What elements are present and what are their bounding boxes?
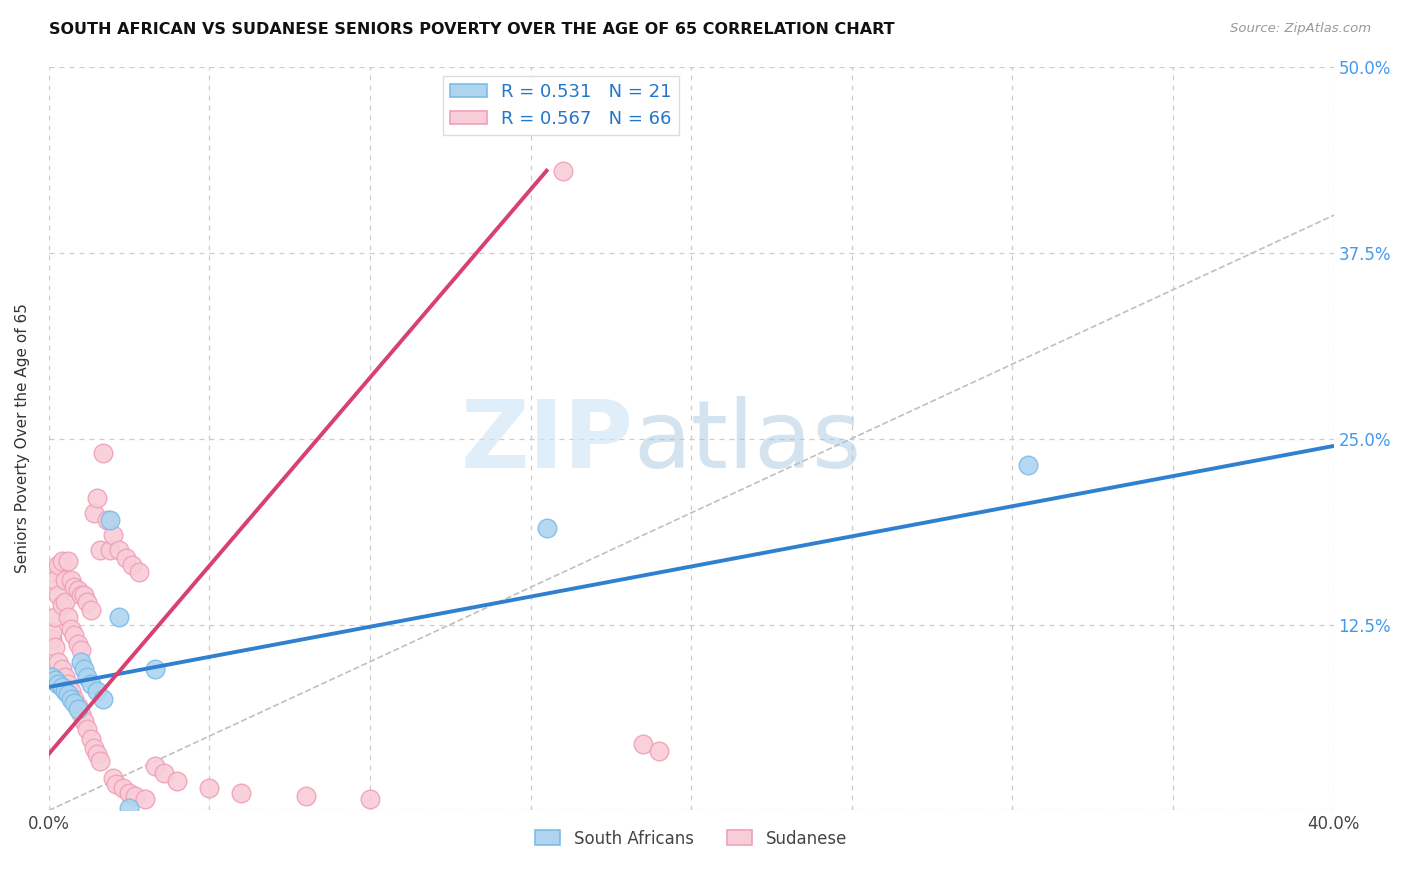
Point: [166, 773, 188, 788]
Point: [53, 684, 76, 698]
Text: atlas: atlas: [633, 396, 862, 488]
Point: [86, 491, 108, 505]
Point: [41, 670, 63, 684]
Point: [96, 513, 118, 527]
Point: [66, 637, 89, 651]
Point: [76, 670, 98, 684]
Point: [143, 759, 166, 773]
Point: [294, 789, 316, 803]
Point: [56, 688, 79, 702]
Point: [114, 550, 136, 565]
Point: [83, 741, 105, 756]
Point: [51, 680, 73, 694]
Point: [89, 543, 111, 558]
Point: [111, 781, 134, 796]
Point: [536, 521, 558, 535]
Point: [128, 566, 150, 580]
Point: [44, 573, 66, 587]
Legend: South Africans, Sudanese: South Africans, Sudanese: [529, 823, 853, 855]
Point: [153, 766, 176, 780]
Point: [66, 699, 89, 714]
Point: [86, 684, 108, 698]
Point: [93, 446, 115, 460]
Point: [48, 558, 70, 572]
Point: [66, 583, 89, 598]
Point: [231, 786, 253, 800]
Point: [48, 588, 70, 602]
Point: [98, 513, 121, 527]
Point: [134, 791, 156, 805]
Point: [44, 610, 66, 624]
Point: [551, 163, 574, 178]
Point: [143, 662, 166, 676]
Point: [60, 684, 83, 698]
Point: [79, 602, 101, 616]
Point: [56, 553, 79, 567]
Point: [124, 789, 146, 803]
Point: [101, 771, 124, 785]
Point: [63, 580, 86, 594]
Point: [70, 588, 93, 602]
Point: [53, 573, 76, 587]
Point: [648, 744, 671, 758]
Text: Source: ZipAtlas.com: Source: ZipAtlas.com: [1230, 22, 1371, 36]
Y-axis label: Seniors Poverty Over the Age of 65: Seniors Poverty Over the Age of 65: [15, 303, 30, 574]
Point: [70, 706, 93, 721]
Point: [63, 628, 86, 642]
Point: [89, 755, 111, 769]
Point: [53, 670, 76, 684]
Point: [70, 642, 93, 657]
Point: [83, 506, 105, 520]
Point: [60, 692, 83, 706]
Point: [63, 692, 86, 706]
Point: [56, 677, 79, 691]
Point: [76, 595, 98, 609]
Point: [631, 737, 654, 751]
Point: [44, 640, 66, 654]
Point: [66, 702, 89, 716]
Point: [98, 543, 121, 558]
Point: [108, 543, 131, 558]
Point: [118, 786, 141, 800]
Point: [51, 662, 73, 676]
Point: [48, 677, 70, 691]
Point: [76, 722, 98, 736]
Point: [73, 662, 96, 676]
Point: [56, 610, 79, 624]
Point: [93, 692, 115, 706]
Point: [51, 553, 73, 567]
Point: [41, 624, 63, 639]
Point: [1017, 458, 1039, 473]
Point: [51, 598, 73, 612]
Point: [41, 632, 63, 647]
Point: [73, 588, 96, 602]
Point: [198, 781, 221, 796]
Point: [60, 573, 83, 587]
Point: [73, 714, 96, 729]
Point: [53, 595, 76, 609]
Text: ZIP: ZIP: [460, 396, 633, 488]
Point: [105, 777, 128, 791]
Point: [79, 677, 101, 691]
Point: [41, 566, 63, 580]
Point: [44, 673, 66, 687]
Point: [48, 655, 70, 669]
Point: [121, 558, 143, 572]
Point: [60, 622, 83, 636]
Point: [101, 528, 124, 542]
Point: [86, 747, 108, 761]
Point: [118, 800, 141, 814]
Point: [359, 791, 381, 805]
Point: [63, 697, 86, 711]
Text: SOUTH AFRICAN VS SUDANESE SENIORS POVERTY OVER THE AGE OF 65 CORRELATION CHART: SOUTH AFRICAN VS SUDANESE SENIORS POVERT…: [49, 22, 894, 37]
Point: [70, 655, 93, 669]
Point: [108, 610, 131, 624]
Point: [79, 732, 101, 747]
